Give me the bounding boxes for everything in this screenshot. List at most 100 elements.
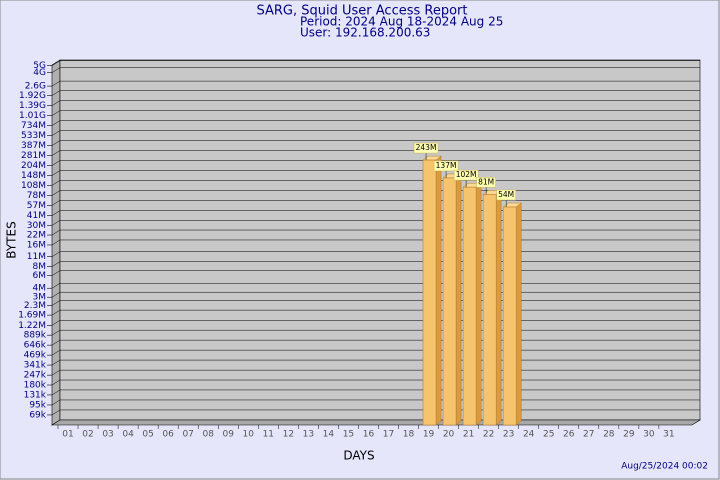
y-tick-label: 889k [24, 331, 47, 341]
grid-line [51, 67, 61, 73]
y-tick-label: 108M [21, 181, 46, 191]
y-tick-label: 131k [24, 390, 47, 400]
grid-line [51, 180, 61, 186]
label-box [453, 169, 479, 181]
grid-line [51, 150, 61, 156]
x-tick-label: 11 [263, 430, 274, 440]
grid-line [51, 140, 61, 146]
y-tick-label: 6M [33, 271, 47, 281]
grid-line [51, 160, 61, 166]
y-tick-label: 469k [24, 351, 47, 361]
y-tick-label: 4G [33, 68, 46, 78]
x-tick-label: 14 [323, 430, 335, 440]
x-tick-label: 08 [202, 430, 214, 440]
x-tick-label: 04 [122, 430, 134, 440]
bar [462, 186, 477, 426]
x-axis-label: DAYS [343, 449, 374, 463]
data-label: 102M [456, 170, 477, 179]
grid-line [51, 210, 61, 216]
bar-side [475, 182, 482, 426]
chart-title: SARG, Squid User Access Report [257, 4, 468, 19]
bar-side [515, 202, 522, 426]
y-tick-label: 2.6G [25, 82, 46, 92]
grid-line [51, 190, 61, 196]
y-tick-label: 4M [33, 284, 47, 294]
x-tick-label: 29 [623, 430, 635, 440]
y-tick-label: 22M [27, 231, 46, 241]
x-tick-label: 31 [663, 430, 674, 440]
x-tick-label: 05 [142, 430, 153, 440]
bar [482, 194, 497, 426]
footer: Aug/25/2024 00:02 [621, 462, 708, 472]
bar [422, 159, 437, 426]
x-tick-label: 12 [283, 430, 294, 440]
y-tick-label: 204M [21, 161, 46, 171]
x-tick-label: 24 [523, 430, 535, 440]
grid-line [51, 170, 61, 176]
y-tick-label: 8M [33, 262, 47, 272]
data-label: 54M [498, 190, 514, 199]
grid-line [51, 349, 61, 356]
y-tick-label: 533M [21, 131, 46, 141]
grid-line [51, 309, 61, 316]
grid-line [51, 200, 61, 206]
y-tick-label: 41M [27, 211, 46, 221]
y-tick-label: 387M [21, 141, 46, 151]
bar-side [455, 173, 462, 426]
y-tick-label: 57M [27, 201, 46, 211]
bar [502, 206, 517, 426]
y-tick-label: 3M [33, 293, 47, 303]
x-tick-label: 23 [503, 430, 514, 440]
grid-line [51, 283, 61, 289]
grid-line [51, 130, 61, 136]
grid-line [51, 292, 61, 298]
y-tick-label: 1.39G [19, 101, 46, 111]
x-tick-label: 21 [463, 430, 474, 440]
grid-line [51, 220, 61, 226]
grid-line [51, 60, 61, 66]
x-tick-label: 15 [343, 430, 354, 440]
chart-subtitle: User: 192.168.200.63 [300, 26, 430, 40]
grid-line [51, 100, 61, 106]
grid-line [51, 399, 61, 406]
y-tick-label: 5G [33, 61, 46, 71]
grid-line [51, 120, 61, 126]
x-tick-label: 06 [162, 430, 174, 440]
grid-line [51, 339, 61, 346]
x-tick-label: 27 [583, 430, 594, 440]
data-label: 81M [478, 177, 494, 186]
y-tick-label: 11M [27, 252, 46, 262]
x-tick-label: 25 [543, 430, 554, 440]
x-tick-label: 03 [102, 430, 113, 440]
x-tick-label: 28 [603, 430, 615, 440]
bar-side [435, 155, 442, 426]
grid-line [51, 229, 61, 236]
y-tick-label: 247k [24, 371, 47, 381]
grid-line [51, 239, 61, 246]
grid-line [51, 251, 61, 257]
grid-line [51, 261, 61, 267]
y-tick-label: 1.01G [19, 111, 46, 121]
label-box [496, 189, 516, 201]
x-tick-label: 10 [243, 430, 255, 440]
x-tick-label: 22 [483, 430, 494, 440]
y-tick-label: 341k [24, 361, 47, 371]
y-tick-label: 69k [29, 410, 46, 420]
y-tick-label: 2.3M [24, 301, 46, 311]
grid-line [51, 270, 61, 276]
x-tick-label: 17 [383, 430, 394, 440]
y-tick-label: 1.92G [19, 91, 46, 101]
y-tick-label: 95k [29, 400, 46, 410]
y-tick-label: 148M [21, 171, 46, 181]
label-box [433, 160, 459, 172]
grid-line [51, 369, 61, 376]
grid-line [51, 409, 61, 416]
y-tick-label: 78M [27, 191, 46, 201]
floor [50, 419, 702, 426]
y-tick-label: 646k [24, 341, 47, 351]
data-label: 243M [416, 143, 437, 152]
grid-line [51, 320, 61, 326]
y-tick-label: 30M [27, 221, 46, 231]
chart-subtitle: Period: 2024 Aug 18-2024 Aug 25 [300, 15, 503, 29]
